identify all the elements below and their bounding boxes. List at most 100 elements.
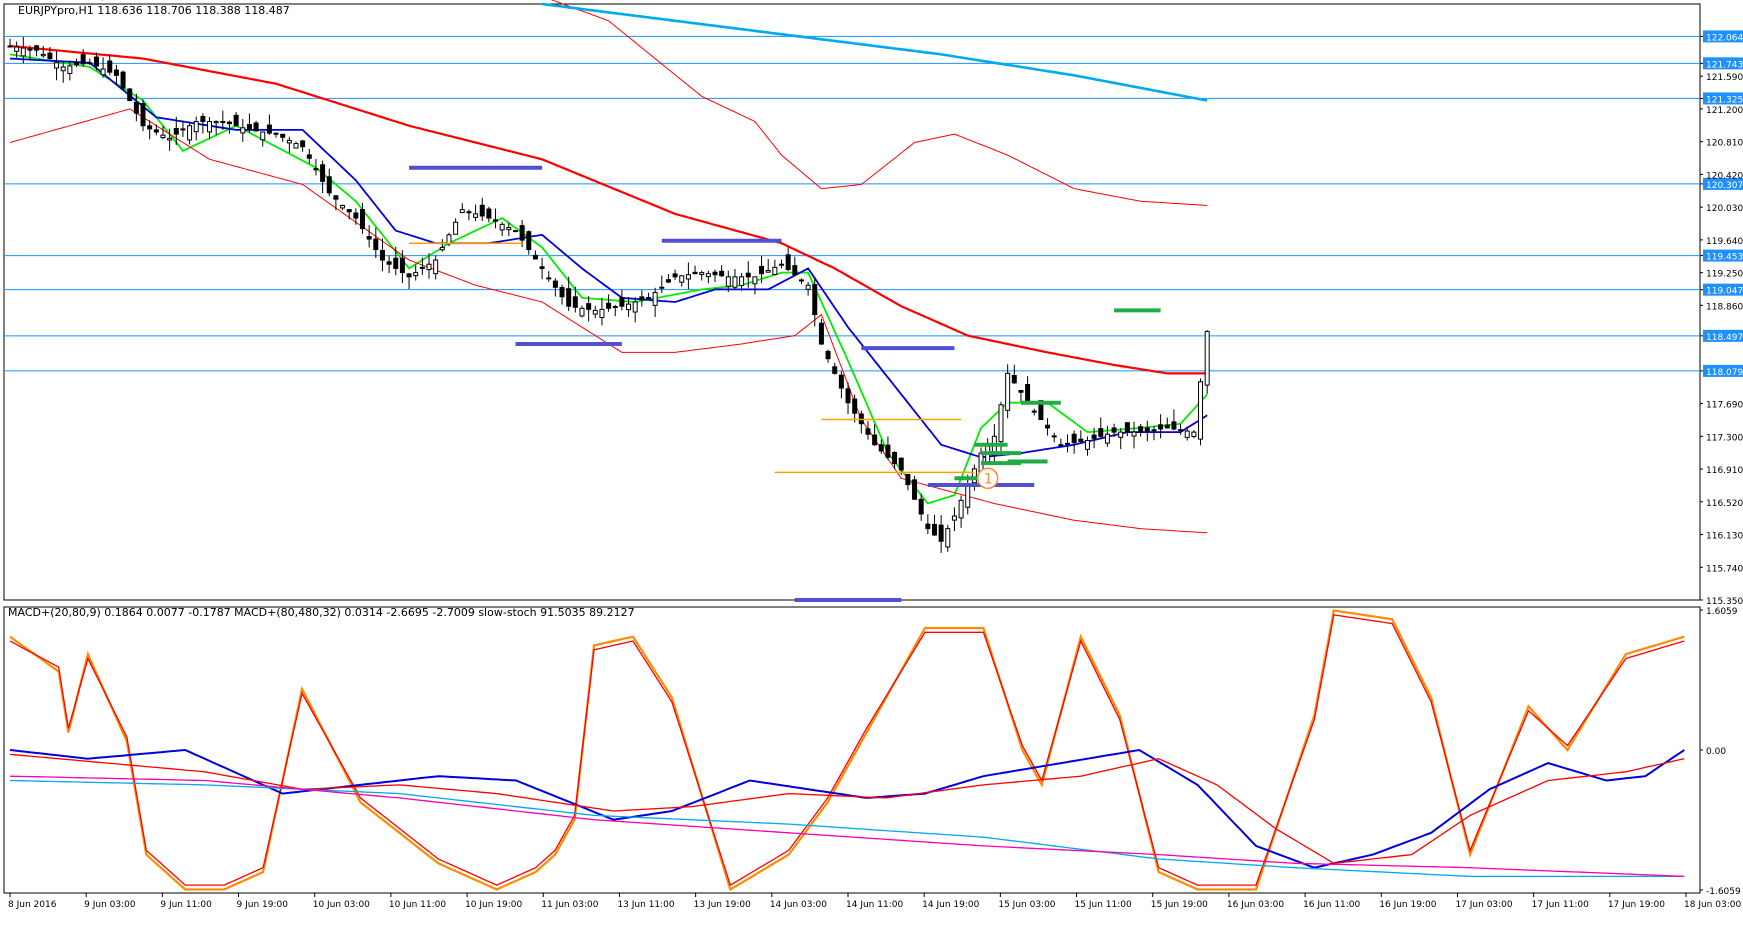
candle-body <box>805 284 811 290</box>
candle-body <box>1124 422 1130 433</box>
candle-body <box>965 484 971 508</box>
candle-body <box>599 308 605 319</box>
candle-body <box>1078 438 1084 443</box>
candle-body <box>260 131 266 141</box>
candle-body <box>113 69 119 76</box>
candle-body <box>832 366 838 374</box>
candle-body <box>679 275 685 283</box>
candle-body <box>951 515 957 521</box>
candle-body <box>419 266 425 269</box>
candle-body <box>453 221 459 235</box>
level-price-tag <box>1703 249 1743 262</box>
candle-body <box>705 273 711 278</box>
candle-body <box>34 45 40 51</box>
axes: 122.064 121.743 121.325 120.307 119.453 119.0… <box>8 30 1743 910</box>
candle-body <box>240 127 246 134</box>
candle-body <box>639 296 645 301</box>
level-price-tag <box>1703 57 1743 70</box>
candle-body <box>253 122 259 132</box>
candle-body <box>672 273 678 278</box>
candle-body <box>47 52 53 60</box>
candle-body <box>280 133 286 138</box>
level-price-tag-label: 119.453 <box>1706 253 1743 263</box>
candle-body <box>785 254 791 270</box>
level-price-tag <box>1703 329 1743 342</box>
y-tick-label: 121.200 <box>1706 106 1743 116</box>
candle-body <box>180 128 186 131</box>
candle-body <box>825 350 831 360</box>
candle-body <box>546 277 552 280</box>
indicator-series-3 <box>9 753 1685 864</box>
sub-y-tick-label: 0.00 <box>1706 747 1726 757</box>
indicator-line-5 <box>541 2 1208 102</box>
candle-body <box>273 132 279 135</box>
x-tick-label: 14 Jun 11:00 <box>846 900 903 910</box>
indicator-header: MACD+(20,80,9) 0.1864 0.0077 -0.1787 MAC… <box>8 606 635 619</box>
candle-body <box>386 261 392 265</box>
candle-body <box>765 270 771 273</box>
y-tick-label: 116.520 <box>1706 499 1743 509</box>
candle-body <box>918 498 924 515</box>
candle-body <box>20 47 26 57</box>
candle-body <box>313 168 319 171</box>
candle-body <box>752 276 758 285</box>
candle-body <box>193 121 199 133</box>
candle-body <box>406 273 412 278</box>
candle-body <box>586 303 592 310</box>
candle-body <box>1144 427 1150 432</box>
sub-y-tick-label: -1.6059 <box>1706 887 1741 897</box>
candle-body <box>1025 384 1031 403</box>
x-tick-label: 10 Jun 03:00 <box>313 900 370 910</box>
candle-body <box>772 266 778 276</box>
x-tick-label: 15 Jun 11:00 <box>1075 900 1132 910</box>
candle-body <box>426 263 432 271</box>
candle-body <box>1184 430 1190 438</box>
candle-body <box>266 124 272 134</box>
candle-body <box>652 292 658 306</box>
candle-body <box>971 468 977 484</box>
candle-body <box>93 56 99 67</box>
indicator-series-1 <box>9 614 1685 887</box>
candle-body <box>612 306 618 309</box>
candle-body <box>233 114 239 127</box>
candle-body <box>1191 431 1197 437</box>
candle-body <box>812 284 818 316</box>
y-tick-label: 119.640 <box>1706 237 1743 247</box>
x-tick-label: 11 Jun 03:00 <box>541 900 598 910</box>
candle-body <box>725 276 731 287</box>
candle-body <box>1058 444 1064 447</box>
annotation-label: 1 <box>984 471 993 487</box>
candle-body <box>526 231 532 251</box>
indicator-panel[interactable] <box>3 606 1701 894</box>
candle-body <box>572 296 578 308</box>
price-panel[interactable]: 1 <box>3 0 1701 602</box>
y-tick-label: 119.250 <box>1706 270 1743 280</box>
candle-body <box>14 46 20 52</box>
indicator-line-3 <box>99 0 1208 206</box>
candle-body <box>818 322 824 345</box>
candle-body <box>120 71 126 89</box>
candle-body <box>326 176 332 194</box>
candle-body <box>512 230 518 233</box>
candle-body <box>127 88 133 102</box>
candle-body <box>506 227 512 231</box>
level-price-tag <box>1703 92 1743 105</box>
candle-body <box>7 45 13 48</box>
level-price-tag-label: 122.064 <box>1706 33 1743 43</box>
candle-body <box>1198 381 1204 440</box>
y-tick-label: 116.130 <box>1706 532 1743 542</box>
y-tick-label: 120.420 <box>1706 171 1743 181</box>
candle-body <box>912 479 918 500</box>
candle-body <box>54 62 60 69</box>
candle-body <box>792 265 798 276</box>
candle-body <box>1178 429 1184 432</box>
x-tick-label: 14 Jun 03:00 <box>770 900 827 910</box>
candle-body <box>499 223 505 231</box>
candle-body <box>167 137 173 141</box>
indicator-series-5 <box>9 775 1685 878</box>
candle-body <box>459 209 465 214</box>
candle-body <box>931 523 937 536</box>
candle-body <box>147 125 153 130</box>
